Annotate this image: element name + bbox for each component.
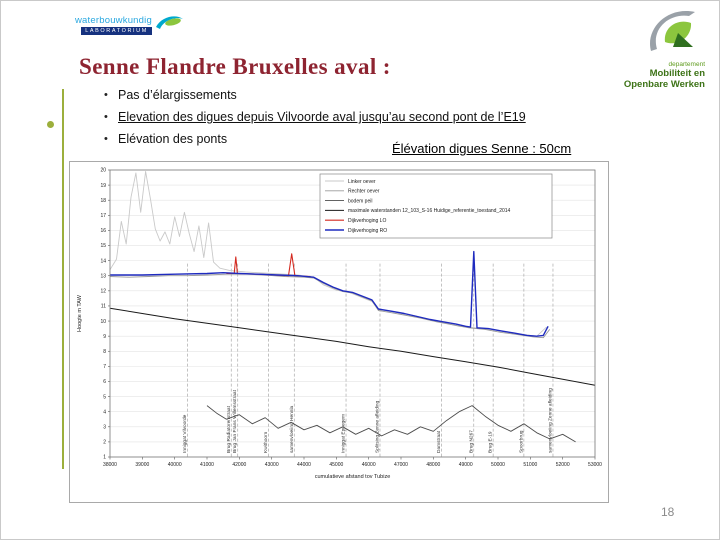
bullet-text: Elevation des digues depuis Vilvoorde av…: [118, 110, 526, 124]
svg-text:52000: 52000: [556, 462, 570, 468]
svg-text:bodem peil: bodem peil: [348, 198, 372, 204]
svg-text:47000: 47000: [394, 462, 408, 468]
bullet-icon: •: [104, 111, 108, 123]
accent-line: [62, 89, 64, 469]
svg-text:18: 18: [100, 198, 106, 204]
svg-text:Spoorbrug: Spoorbrug: [518, 430, 524, 453]
svg-text:Kwithoorn: Kwithoorn: [263, 431, 269, 453]
svg-text:43000: 43000: [265, 462, 279, 468]
svg-text:14: 14: [100, 258, 106, 264]
page-title: Senne Flandre Bruxelles aval :: [79, 54, 391, 79]
bullet-text: Elévation des ponts: [118, 132, 228, 146]
list-item: • Elevation des digues depuis Vilvoorde …: [104, 110, 624, 125]
mow-departement-text: departement: [668, 61, 706, 68]
laboratorium-logo-text: LABORATORIUM: [81, 27, 152, 35]
svg-text:13: 13: [100, 273, 106, 279]
svg-text:41000: 41000: [200, 462, 214, 468]
chart-caption: Élévation digues Senne : 50cm: [392, 141, 572, 156]
svg-text:Brug N267: Brug N267: [468, 430, 474, 453]
svg-text:Hoogte m TAW: Hoogte m TAW: [77, 294, 83, 332]
svg-text:9: 9: [103, 334, 106, 340]
svg-text:3: 3: [103, 424, 106, 430]
svg-text:19: 19: [100, 183, 106, 189]
waterbouwkundig-logo: waterbouwkundig LABORATORIUM: [75, 15, 184, 36]
svg-text:49000: 49000: [459, 462, 473, 468]
svg-text:Brug Jan Frans Willemsstraat: Brug Jan Frans Willemsstraat: [232, 389, 238, 453]
svg-text:samenvloeiing Zenne afleiding: samenvloeiing Zenne afleiding: [547, 388, 553, 453]
svg-text:6: 6: [103, 379, 106, 385]
svg-text:4: 4: [103, 409, 106, 415]
svg-text:15: 15: [100, 243, 106, 249]
bullet-text: Pas d’élargissements: [118, 88, 237, 102]
mow-openbare-werken-text: Openbare Werken: [623, 79, 705, 90]
svg-text:44000: 44000: [297, 462, 311, 468]
svg-text:Rechter oever: Rechter oever: [348, 189, 380, 195]
list-item: • Pas d’élargissements: [104, 88, 624, 103]
svg-text:Brug E-19: Brug E-19: [488, 431, 494, 453]
waterbouwkundig-logo-text: waterbouwkundig: [75, 15, 152, 26]
svg-text:39000: 39000: [135, 462, 149, 468]
bullet-list: • Pas d’élargissements • Elevation des d…: [104, 88, 624, 147]
svg-text:20: 20: [100, 168, 106, 174]
svg-text:50000: 50000: [491, 462, 505, 468]
svg-text:53000: 53000: [588, 462, 602, 468]
svg-text:Splitsing Zenne afleiding: Splitsing Zenne afleiding: [374, 400, 380, 453]
mow-leaf-icon: [645, 11, 699, 60]
svg-text:1: 1: [103, 455, 106, 461]
chart-container: 1 2 3 4 5 6 7 8 9 10 11 12 13 14 15 16 17 18 19 20 38000 3900…: [69, 161, 609, 503]
svg-text:8: 8: [103, 349, 106, 355]
svg-text:5: 5: [103, 394, 106, 400]
svg-text:42000: 42000: [232, 462, 246, 468]
svg-text:Inniggat Eppegem: Inniggat Eppegem: [341, 414, 347, 453]
wave-swoosh-icon: [154, 13, 184, 36]
bullet-icon: •: [104, 133, 108, 145]
svg-text:17: 17: [100, 213, 106, 219]
svg-text:12: 12: [100, 289, 106, 295]
svg-text:Brug Radiatorenstraat: Brug Radiatorenstraat: [226, 405, 232, 453]
svg-text:51000: 51000: [523, 462, 537, 468]
svg-text:maximale waterstanden 12_103_S: maximale waterstanden 12_103_S-16 Huidig…: [348, 208, 511, 214]
svg-text:48000: 48000: [426, 462, 440, 468]
bullet-icon: •: [104, 89, 108, 101]
list-item: • Elévation des ponts: [104, 132, 624, 147]
svg-text:Dijkverhoging RO: Dijkverhoging RO: [348, 228, 387, 234]
svg-text:11: 11: [101, 304, 106, 310]
mow-mobiliteit-text: Mobiliteit en: [649, 68, 705, 79]
svg-text:Linker oever: Linker oever: [348, 179, 376, 185]
svg-text:cumulatieve afstand tov Tubize: cumulatieve afstand tov Tubize: [315, 474, 391, 480]
accent-dot: [47, 121, 54, 128]
svg-text:46000: 46000: [362, 462, 376, 468]
svg-text:40000: 40000: [168, 462, 182, 468]
svg-text:45000: 45000: [329, 462, 343, 468]
svg-text:samenvloeiing Hennla: samenvloeiing Hennla: [289, 405, 295, 453]
svg-text:38000: 38000: [103, 462, 117, 468]
svg-text:7: 7: [103, 364, 106, 370]
page-number: 18: [661, 505, 675, 519]
mow-logo: departement Mobiliteit en Openbare Werke…: [624, 11, 705, 90]
svg-text:Damstraat: Damstraat: [436, 430, 442, 453]
svg-text:10: 10: [100, 319, 106, 325]
svg-text:16: 16: [100, 228, 106, 234]
svg-text:Dijkverhoging LO: Dijkverhoging LO: [348, 218, 386, 224]
svg-text:2: 2: [103, 440, 106, 446]
svg-text:Inniggat Vilvoorde: Inniggat Vilvoorde: [182, 414, 188, 453]
